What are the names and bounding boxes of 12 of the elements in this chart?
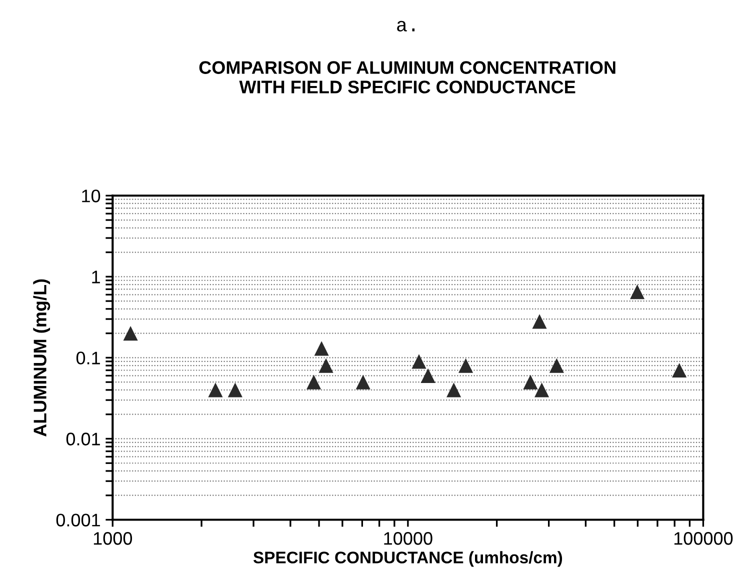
x-axis-title: SPECIFIC CONDUCTANCE (umhos/cm) [253,551,562,567]
y-tick-label: 1 [92,270,100,284]
chart-subtitle: COMPARISON OF ALUMINUM CONCENTRATION WITH FIELD SPECIFIC CONDUCTANCE [199,61,616,94]
y-tick-label: 10 [82,190,100,202]
x-tick-label: 1000 [94,532,132,545]
y-tick-label: 0.001 [56,514,100,526]
y-axis-title: ALUMINUM (mg/L) [33,279,50,436]
y-tick-label: 0.1 [76,352,100,364]
y-tick-label: 0.01 [66,432,100,446]
x-tick-label: 100000 [674,532,733,545]
chart-title: a. [397,20,414,32]
x-tick-label: 10000 [384,532,432,545]
